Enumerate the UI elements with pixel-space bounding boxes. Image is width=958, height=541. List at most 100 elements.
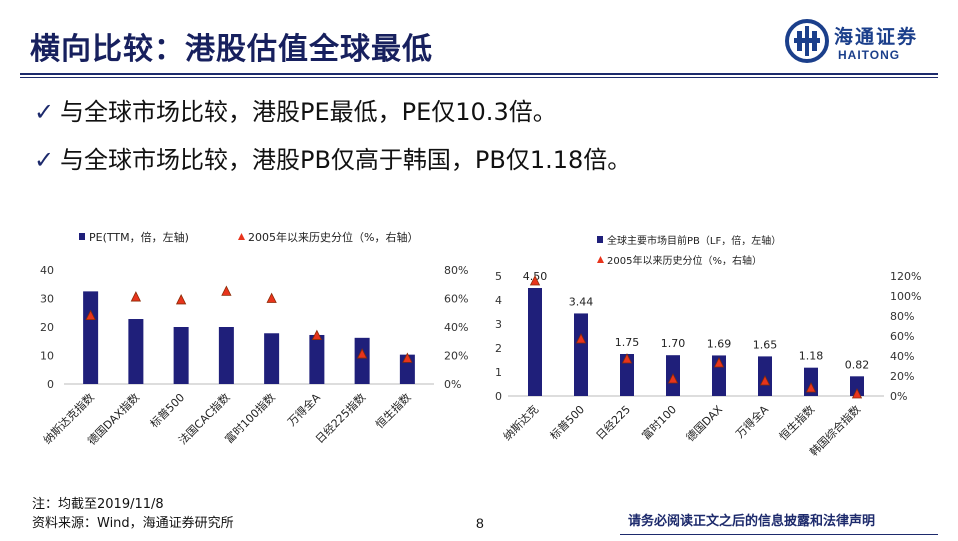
footnote-date: 注：均截至2019/11/8 xyxy=(32,497,164,512)
pe-left-tick-label: 30 xyxy=(40,293,54,306)
disclaimer: 请务必阅读正文之后的信息披露和法律声明 xyxy=(628,514,876,529)
pb-percentile-marker xyxy=(851,388,863,399)
pe-category-label: 万得全A xyxy=(284,390,323,429)
pb-bar-value-label: 1.69 xyxy=(707,337,732,350)
pb-bar xyxy=(574,313,588,396)
pb-bar-value-label: 1.65 xyxy=(753,338,778,351)
check-icon: ✓ xyxy=(34,98,55,126)
pe-category-label: 富时100指数 xyxy=(222,390,278,446)
pe-bar xyxy=(264,333,280,384)
footnote-source: 资料来源：Wind，海通证券研究所 xyxy=(32,516,234,531)
pe-bar xyxy=(309,334,325,384)
pb-bar xyxy=(712,355,726,396)
pb-percentile-marker xyxy=(667,373,679,384)
pb-bar-value-label: 4.50 xyxy=(523,270,548,283)
pe-category-label: 标普500 xyxy=(147,390,187,430)
pb-category-label: 富时100 xyxy=(639,402,679,442)
pe-right-tick-label: 20% xyxy=(444,350,468,363)
pb-category-label: 万得全A xyxy=(733,402,772,441)
pb-percentile-marker xyxy=(713,357,725,368)
pb-bar xyxy=(850,376,864,396)
pe-percentile-marker xyxy=(221,285,232,296)
pe-percentile-marker xyxy=(85,309,96,321)
pb-bar xyxy=(758,356,772,396)
pe-bar xyxy=(354,337,370,384)
pe-legend-marker-swatch xyxy=(238,233,245,240)
page-number: 8 xyxy=(476,515,484,531)
pe-category-label: 法国CAC指数 xyxy=(175,390,232,447)
pb-percentile-marker xyxy=(529,275,541,286)
pb-percentile-marker xyxy=(805,382,817,393)
slide-title: 横向比较：港股估值全球最低 xyxy=(30,32,433,67)
pb-legend-bar-swatch xyxy=(597,236,603,243)
pb-left-tick-label: 1 xyxy=(495,366,502,379)
pb-category-label: 纳斯达克 xyxy=(501,403,541,443)
pb-category-label: 韩国综合指数 xyxy=(807,402,864,459)
pb-right-tick-label: 120% xyxy=(890,270,921,283)
pb-right-tick-label: 60% xyxy=(890,330,914,343)
pb-bar xyxy=(804,367,818,396)
pe-category-label: 恒生指数 xyxy=(372,390,413,431)
pb-category-label: 日经225 xyxy=(594,403,634,443)
pb-legend-label: 全球主要市场目前PB（LF，倍，左轴） xyxy=(607,234,781,247)
pe-percentile-marker xyxy=(356,348,368,359)
bullet-pb-text: 与全球市场比较，港股PB仅高于韩国，PB仅1.18倍。 xyxy=(60,146,632,174)
pb-right-tick-label: 0% xyxy=(890,390,907,403)
pe-bar xyxy=(218,327,234,384)
pb-bar xyxy=(528,288,542,396)
pe-bar xyxy=(173,327,189,384)
haitong-logo-icon xyxy=(785,19,829,63)
pb-left-tick-label: 0 xyxy=(495,390,502,403)
pe-category-label: 纳斯达克指数 xyxy=(40,390,97,447)
pb-left-tick-label: 4 xyxy=(495,294,502,307)
pb-left-tick-label: 5 xyxy=(495,270,502,283)
pe-bar xyxy=(128,319,144,384)
logo-name-cn: 海通证券 xyxy=(834,26,919,48)
pe-bar xyxy=(399,354,415,384)
pb-bar-value-label: 0.82 xyxy=(845,358,870,371)
pb-bar-value-label: 1.75 xyxy=(615,336,640,349)
pe-percentile-marker xyxy=(266,292,277,303)
pb-left-tick-label: 2 xyxy=(495,342,502,355)
pe-right-tick-label: 0% xyxy=(444,378,461,391)
bullet-pe-text: 与全球市场比较，港股PE最低，PE仅10.3倍。 xyxy=(60,98,557,126)
pe-percentile-marker xyxy=(130,291,142,302)
header-divider-thin xyxy=(20,77,938,78)
pb-left-tick-label: 3 xyxy=(495,318,502,331)
pe-right-tick-label: 80% xyxy=(444,264,468,277)
pb-bar-value-label: 1.18 xyxy=(799,350,824,363)
pe-category-label: 日经225指数 xyxy=(312,390,368,446)
bullet-pb: ✓ 与全球市场比较，港股PB仅高于韩国，PB仅1.18倍。 xyxy=(34,140,631,175)
pe-category-label: 德国DAX指数 xyxy=(84,390,142,448)
pb-bar-value-label: 1.70 xyxy=(661,337,686,350)
pe-left-tick-label: 40 xyxy=(40,264,54,277)
pe-bar xyxy=(83,291,99,384)
bullet-pe: ✓ 与全球市场比较，港股PE最低，PE仅10.3倍。 xyxy=(34,92,557,127)
pb-percentile-marker xyxy=(575,333,587,344)
pb-bar xyxy=(666,355,680,396)
logo-name-en: HAITONG xyxy=(838,48,901,62)
pb-category-label: 标普500 xyxy=(547,402,587,442)
pe-legend-bar-swatch xyxy=(79,233,85,240)
pb-category-label: 德国DAX xyxy=(683,402,725,444)
pe-percentile-marker xyxy=(175,294,187,305)
pe-legend-label: 2005年以来历史分位（%，右轴） xyxy=(248,230,418,244)
pb-legend-marker-swatch xyxy=(597,256,604,263)
pb-right-tick-label: 80% xyxy=(890,310,914,323)
pe-left-tick-label: 0 xyxy=(47,378,54,391)
pb-right-tick-label: 20% xyxy=(890,370,914,383)
pe-legend-label: PE(TTM，倍，左轴) xyxy=(89,230,189,244)
pe-right-tick-label: 40% xyxy=(444,321,468,334)
haitong-logo: 海通证券 HAITONG xyxy=(784,18,934,66)
footer-divider xyxy=(620,534,938,535)
pb-percentile-marker xyxy=(621,353,633,364)
pb-legend-label: 2005年以来历史分位（%，右轴） xyxy=(607,254,762,267)
pb-bar-value-label: 3.44 xyxy=(569,295,594,308)
pe-percentile-marker xyxy=(311,329,323,340)
pb-right-tick-label: 100% xyxy=(890,290,921,303)
pe-right-tick-label: 60% xyxy=(444,293,468,306)
header-divider xyxy=(20,73,938,75)
pb-percentile-marker xyxy=(759,375,771,386)
